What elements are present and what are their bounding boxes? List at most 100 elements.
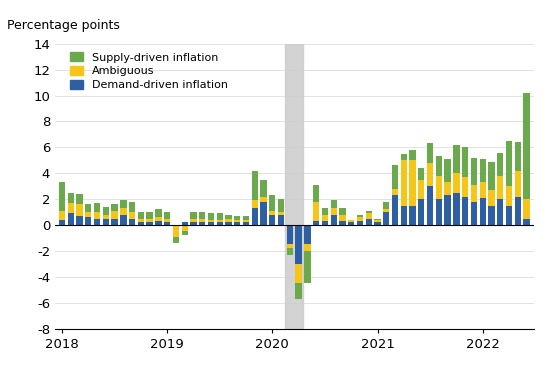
Bar xyxy=(488,162,494,190)
Bar xyxy=(339,221,345,225)
Bar xyxy=(146,222,153,225)
Bar xyxy=(418,168,425,180)
Bar xyxy=(269,211,276,215)
Bar xyxy=(252,208,258,225)
Bar xyxy=(59,182,65,211)
Bar xyxy=(348,220,354,222)
Bar xyxy=(278,215,284,225)
Bar xyxy=(497,176,503,199)
Bar xyxy=(322,221,328,225)
Bar xyxy=(515,196,521,225)
Bar xyxy=(383,212,389,225)
Text: Percentage points: Percentage points xyxy=(7,19,120,32)
Bar xyxy=(339,215,345,221)
Bar xyxy=(295,225,302,264)
Bar xyxy=(260,180,267,196)
Bar xyxy=(444,195,451,225)
Bar xyxy=(453,173,460,193)
Bar xyxy=(68,193,74,203)
Bar xyxy=(313,185,320,202)
Bar xyxy=(383,202,389,210)
Bar xyxy=(269,215,276,225)
Bar xyxy=(199,212,205,219)
Bar xyxy=(480,182,486,198)
Bar xyxy=(85,217,91,225)
Bar xyxy=(234,216,240,220)
Bar xyxy=(400,154,407,160)
Bar xyxy=(190,222,196,225)
Bar xyxy=(418,180,425,199)
Bar xyxy=(506,205,512,225)
Bar xyxy=(313,202,320,221)
Bar xyxy=(226,222,232,225)
Bar xyxy=(217,220,223,222)
Bar xyxy=(383,210,389,212)
Bar xyxy=(234,222,240,225)
Bar xyxy=(59,211,65,220)
Bar xyxy=(243,216,249,220)
Bar xyxy=(120,200,127,208)
Bar xyxy=(436,156,442,176)
Bar xyxy=(129,219,135,225)
Bar xyxy=(357,215,363,217)
Bar xyxy=(366,211,372,213)
Bar xyxy=(471,202,477,225)
Bar xyxy=(409,150,416,160)
Bar xyxy=(515,142,521,170)
Bar xyxy=(471,158,477,185)
Bar xyxy=(287,248,293,255)
Bar xyxy=(182,222,188,225)
Bar xyxy=(506,186,512,205)
Bar xyxy=(182,225,188,231)
Bar xyxy=(164,219,170,222)
Bar xyxy=(155,210,162,217)
Bar xyxy=(94,219,100,225)
Bar xyxy=(217,222,223,225)
Bar xyxy=(112,211,118,219)
Bar xyxy=(453,193,460,225)
Bar xyxy=(199,222,205,225)
Bar xyxy=(427,186,433,225)
Bar xyxy=(366,213,372,219)
Bar xyxy=(173,225,179,226)
Bar xyxy=(427,163,433,186)
Bar xyxy=(68,213,74,225)
Bar xyxy=(524,93,530,199)
Bar xyxy=(103,215,109,219)
Bar xyxy=(497,153,503,176)
Bar xyxy=(453,145,460,173)
Bar xyxy=(76,194,82,204)
Bar xyxy=(471,185,477,202)
Bar xyxy=(112,204,118,211)
Bar xyxy=(392,165,398,189)
Bar xyxy=(226,219,232,222)
Bar xyxy=(313,221,320,225)
Bar xyxy=(269,195,276,211)
Bar xyxy=(208,222,214,225)
Bar xyxy=(120,215,127,225)
Bar xyxy=(444,182,451,195)
Bar xyxy=(146,212,153,219)
Bar xyxy=(146,219,153,222)
Bar xyxy=(234,220,240,222)
Bar xyxy=(164,212,170,219)
Bar xyxy=(260,202,267,225)
Bar xyxy=(208,220,214,222)
Bar xyxy=(444,159,451,182)
Bar xyxy=(103,207,109,215)
Bar xyxy=(129,202,135,212)
Bar xyxy=(173,237,179,243)
Bar xyxy=(278,199,284,212)
Bar xyxy=(304,245,311,251)
Bar xyxy=(331,208,337,215)
Bar xyxy=(208,213,214,220)
Bar xyxy=(252,170,258,200)
Bar xyxy=(285,44,303,328)
Bar xyxy=(304,225,311,245)
Bar xyxy=(199,219,205,222)
Bar xyxy=(488,205,494,225)
Bar xyxy=(524,199,530,219)
Bar xyxy=(331,200,337,208)
Bar xyxy=(68,203,74,213)
Bar xyxy=(94,203,100,212)
